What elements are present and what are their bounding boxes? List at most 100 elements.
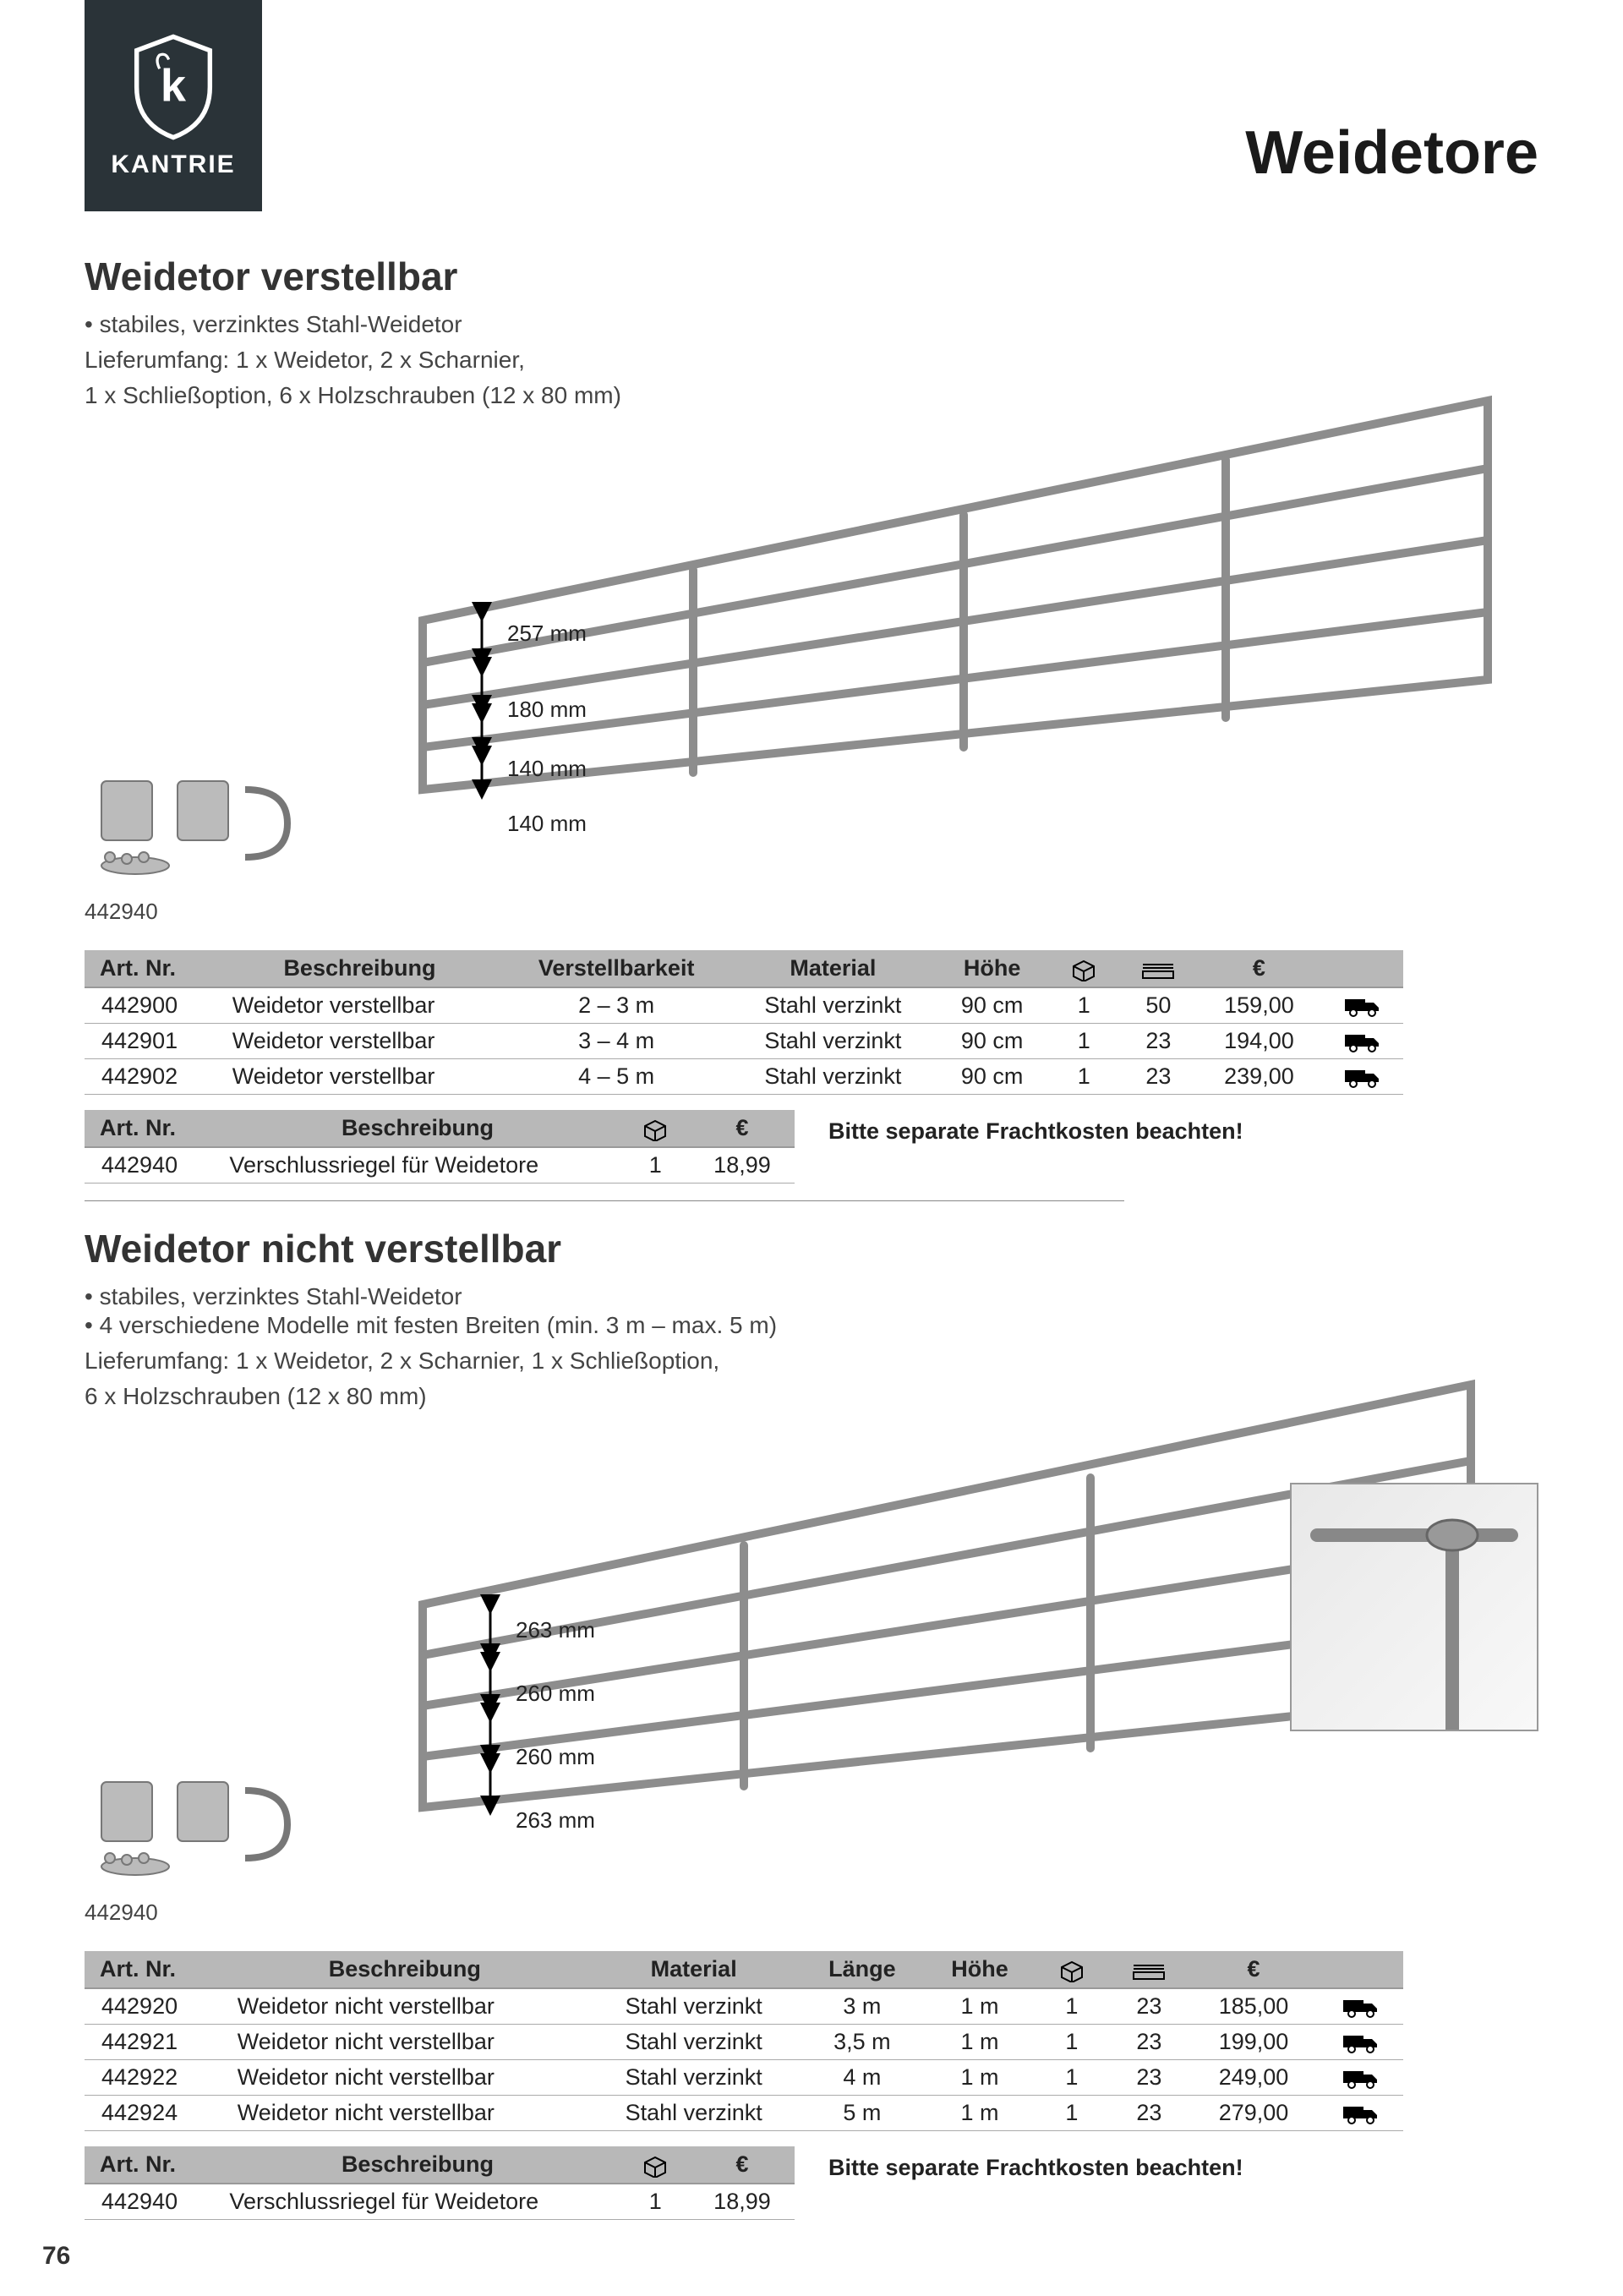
table-header: Art. Nr. [85,1110,214,1147]
table-cell: Stahl verzinkt [730,1024,935,1059]
table-header [1108,1951,1190,1988]
table-cell [1320,1059,1403,1095]
section-fixed: Weidetor nicht verstellbar • stabiles, v… [85,1226,1538,2220]
table-cell: 90 cm [936,1024,1049,1059]
table-header: Beschreibung [214,2146,620,2184]
table-header: € [690,1110,795,1147]
table-header: Länge [801,1951,925,1988]
table-cell: 1 [1036,2096,1108,2131]
table-header: € [1190,1951,1318,1988]
table-cell: 199,00 [1190,2025,1318,2060]
table-cell: 442902 [85,1059,217,1095]
table-header: Art. Nr. [85,2146,214,2184]
table-cell: 5 m [801,2096,925,2131]
table-cell: 4 m [801,2060,925,2096]
table-cell [1317,1988,1403,2025]
table-header [1119,950,1198,987]
dim-1: 180 mm [507,697,587,723]
freight-note: Bitte separate Frachtkosten beachten! [828,2155,1243,2181]
table-cell: 4 – 5 m [502,1059,730,1095]
table-header: Beschreibung [222,1951,587,1988]
table-main-1: Art. Nr.BeschreibungVerstellbarkeitMater… [85,950,1403,1095]
dim-2: 260 mm [516,1744,595,1770]
table-cell: 442900 [85,987,217,1024]
table-cell: 194,00 [1198,1024,1320,1059]
table-cell: 279,00 [1190,2096,1318,2131]
table-cell: 1 [1049,1059,1119,1095]
table-cell: 23 [1108,2060,1190,2096]
table-row: 442900Weidetor verstellbar2 – 3 mStahl v… [85,987,1403,1024]
table-header: € [1198,950,1320,987]
table-cell [1317,2060,1403,2096]
gate-diagram: 263 mm 260 mm 260 mm 263 mm 442940 [85,1419,1538,1943]
pack-icon [1058,1959,1085,1982]
table-cell: Weidetor nicht verstellbar [222,2096,587,2131]
table-cell: 1 [1036,2060,1108,2096]
table-cell: 3 – 4 m [502,1024,730,1059]
table-cell: Weidetor verstellbar [217,987,502,1024]
table-cell: 50 [1119,987,1198,1024]
truck-icon [1343,996,1380,1018]
table-header: Beschreibung [217,950,502,987]
table-cell: Weidetor nicht verstellbar [222,2060,587,2096]
pack-icon [642,2154,669,2178]
gate-diagram: 257 mm 180 mm 140 mm 140 mm 442940 [85,418,1538,942]
table-header [621,1110,690,1147]
pack-icon [1070,958,1097,981]
table-header [621,2146,690,2184]
truck-icon [1342,2068,1379,2090]
table-cell: 159,00 [1198,987,1320,1024]
table-cell: 23 [1108,1988,1190,2025]
table-cell: 442901 [85,1024,217,1059]
table-acc-2: Art. Nr.Beschreibung €442940Verschlussrie… [85,2146,795,2220]
dim-2: 140 mm [507,756,587,782]
table-cell: 185,00 [1190,1988,1318,2025]
dim-1: 260 mm [516,1681,595,1707]
table-cell: 1 [621,1147,690,1184]
table-header: Beschreibung [214,1110,620,1147]
table-cell: 442924 [85,2096,222,2131]
truck-icon [1342,2103,1379,2125]
shield-icon: k [127,32,220,142]
product-title: Weidetor nicht verstellbar [85,1226,1538,1271]
table-cell: Stahl verzinkt [730,1059,935,1095]
table-header [1049,950,1119,987]
table-cell: Stahl verzinkt [587,2060,801,2096]
table-acc-1: Art. Nr.Beschreibung€442940Verschlussrie… [85,1110,795,1184]
table-header: Art. Nr. [85,950,217,987]
table-cell: 1 m [924,1988,1035,2025]
page-number: 76 [42,2242,70,2271]
table-cell: 442920 [85,1988,222,2025]
table-cell: 3 m [801,1988,925,2025]
table-header [1317,1951,1403,1988]
dim-3: 140 mm [507,811,587,837]
detail-image [1290,1483,1538,1731]
table-cell [1320,1024,1403,1059]
table-cell: 3,5 m [801,2025,925,2060]
table-cell: Stahl verzinkt [587,2025,801,2060]
dim-0: 263 mm [516,1617,595,1643]
table-cell: Weidetor verstellbar [217,1059,502,1095]
table-header: Material [730,950,935,987]
svg-text:k: k [161,60,187,111]
product-title: Weidetor verstellbar [85,254,1538,299]
hinge-label: 442940 [85,1900,158,1926]
divider [85,1200,1124,1201]
table-cell: 1 [1049,1024,1119,1059]
table-cell: 1 m [924,2060,1035,2096]
table-row: 442924Weidetor nicht verstellbarStahl ve… [85,2096,1403,2131]
brand-logo-box: k KANTRIE [85,0,262,211]
table-header [1320,950,1403,987]
table-cell: Verschlussriegel für Weidetore [214,1147,620,1184]
table-cell: 1 [1036,2025,1108,2060]
table-header: € [690,2146,795,2184]
table-cell: 2 – 3 m [502,987,730,1024]
table-cell: 23 [1108,2096,1190,2131]
table-cell: 442921 [85,2025,222,2060]
table-header: Höhe [936,950,1049,987]
hinge-label: 442940 [85,899,158,925]
table-cell: Stahl verzinkt [587,2096,801,2131]
table-cell: 442940 [85,2184,214,2220]
table-cell: Stahl verzinkt [587,1988,801,2025]
table-row: 442940Verschlussriegel für Weidetore118,… [85,2184,795,2220]
